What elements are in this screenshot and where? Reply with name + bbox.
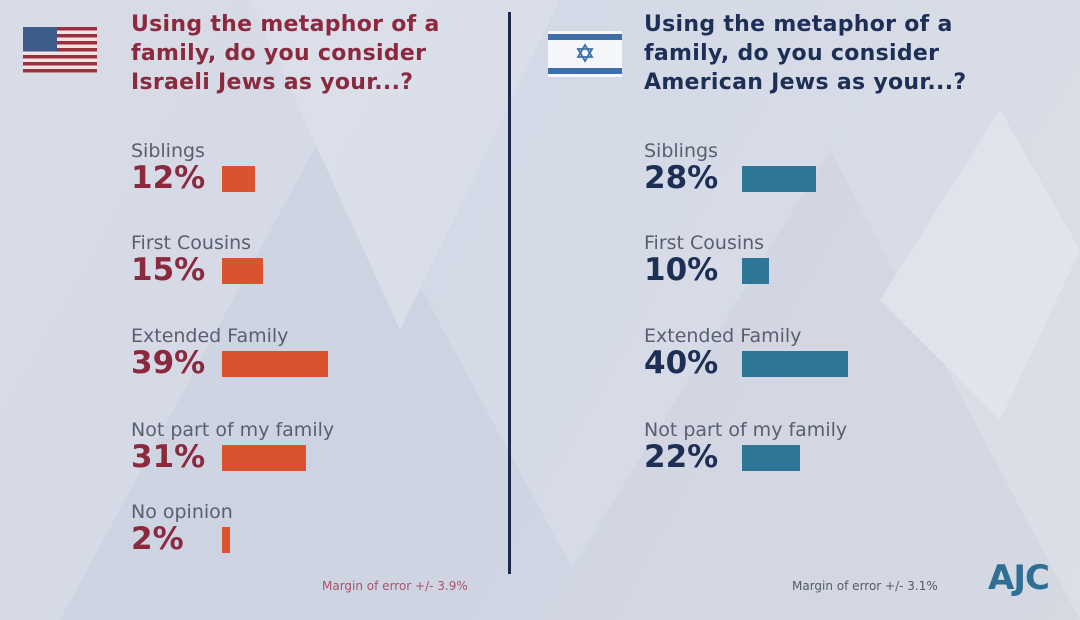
panel-divider: [508, 12, 511, 574]
us-flag-icon: [23, 27, 97, 73]
bar: [742, 445, 801, 471]
bar-row: First Cousins 10%: [644, 232, 769, 288]
bar-row: Extended Family 40%: [644, 325, 848, 381]
value-label: 10%: [644, 252, 719, 288]
israel-question-title: Using the metaphor of a family, do you c…: [644, 10, 966, 97]
bar-row: No opinion 2%: [131, 501, 233, 557]
bar-row: Siblings 12%: [131, 140, 255, 196]
bar: [222, 166, 255, 192]
value-label: 31%: [131, 439, 206, 475]
ajc-logo: AJC: [988, 558, 1050, 598]
us-margin-of-error: Margin of error +/- 3.9%: [322, 579, 468, 593]
title-line: Using the metaphor of a: [131, 12, 440, 37]
value-label: 22%: [644, 439, 719, 475]
title-line: American Jews as your...?: [644, 70, 967, 95]
bar: [742, 258, 769, 284]
category-label: First Cousins: [644, 232, 765, 254]
category-label: Extended Family: [131, 325, 289, 347]
title-line: family, do you consider: [644, 41, 940, 66]
value-label: 15%: [131, 252, 206, 288]
bar: [222, 527, 230, 553]
value-label: 12%: [131, 160, 206, 196]
bar-row: Extended Family 39%: [131, 325, 329, 381]
title-line: Using the metaphor of a: [644, 12, 953, 37]
value-label: 40%: [644, 345, 719, 381]
value-label: 2%: [131, 521, 184, 557]
category-label: Siblings: [131, 140, 205, 162]
israel-margin-of-error: Margin of error +/- 3.1%: [792, 579, 938, 593]
bar-row: Not part of my family 22%: [644, 419, 848, 475]
israel-flag-icon: [548, 31, 622, 77]
bar-row: Not part of my family 31%: [131, 419, 335, 475]
category-label: Not part of my family: [131, 419, 335, 441]
bar-row: Siblings 28%: [644, 140, 817, 196]
title-line: Israeli Jews as your...?: [131, 70, 414, 95]
bar: [742, 166, 817, 192]
bar-row: First Cousins 15%: [131, 232, 263, 288]
bar: [222, 351, 329, 377]
category-label: Extended Family: [644, 325, 802, 347]
us-question-title: Using the metaphor of a family, do you c…: [131, 10, 440, 97]
bar: [742, 351, 848, 377]
value-label: 28%: [644, 160, 719, 196]
category-label: No opinion: [131, 501, 233, 523]
bar: [222, 258, 263, 284]
category-label: Siblings: [644, 140, 718, 162]
title-line: family, do you consider: [131, 41, 427, 66]
category-label: First Cousins: [131, 232, 252, 254]
bar: [222, 445, 307, 471]
value-label: 39%: [131, 345, 206, 381]
category-label: Not part of my family: [644, 419, 848, 441]
